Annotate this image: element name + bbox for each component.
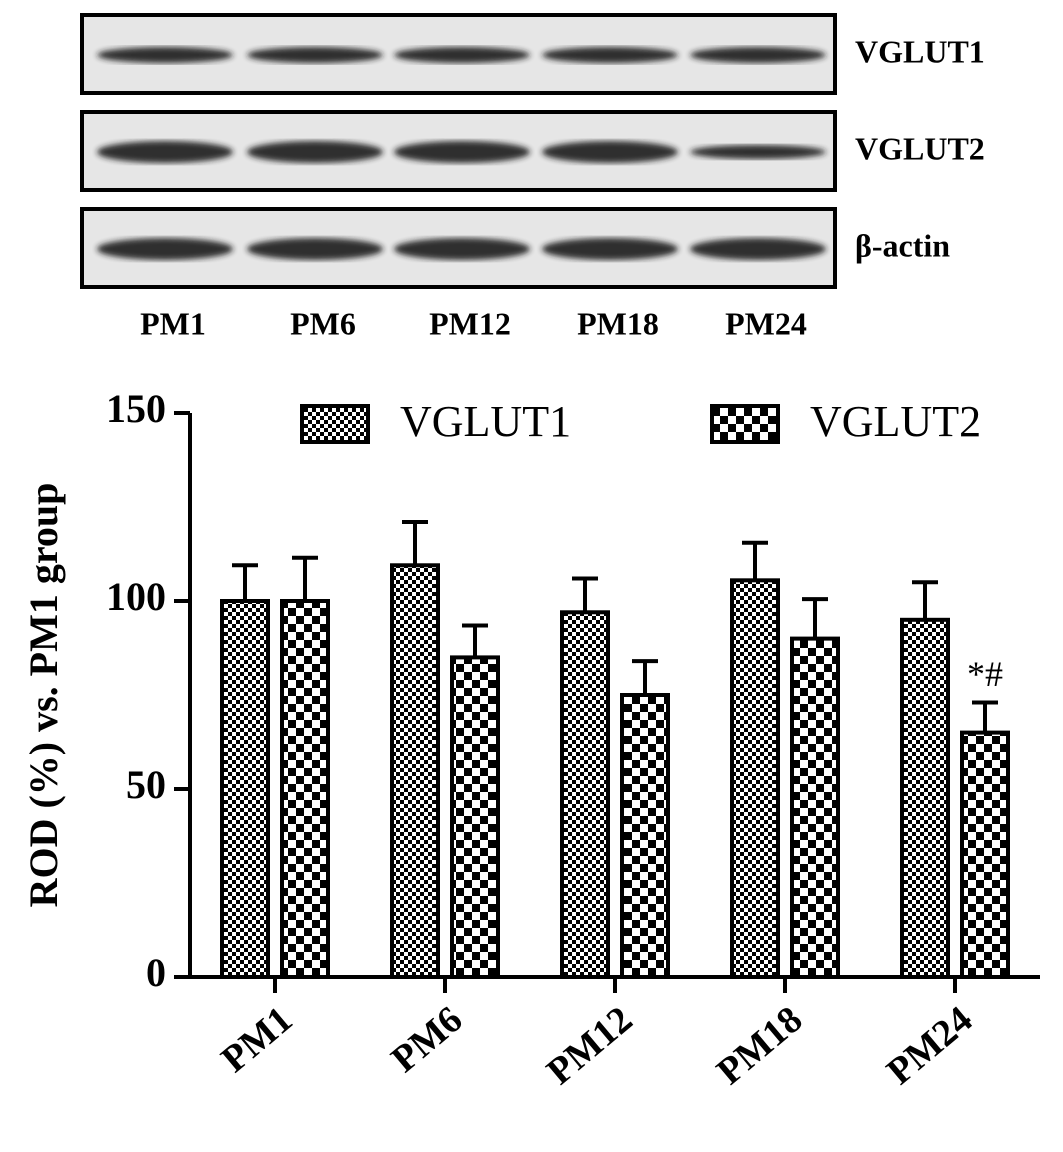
bar-chart: 0 50 100 150 ROD (%) vs. PM1 group PM1 PM6 PM12… xyxy=(21,386,1040,1093)
blot-band xyxy=(542,47,678,63)
y-tick-label: 100 xyxy=(106,574,166,619)
blot-band xyxy=(690,238,826,260)
blot-band xyxy=(247,47,383,63)
legend-label: VGLUT1 xyxy=(400,397,571,446)
blot-band xyxy=(97,238,233,260)
bar xyxy=(220,599,270,979)
bar xyxy=(900,617,950,979)
blot-lane-label: PM24 xyxy=(725,305,807,341)
blot-band xyxy=(247,238,383,260)
x-tick-label: PM24 xyxy=(879,998,980,1093)
significance-annotation: *# xyxy=(967,654,1003,694)
blot-lane-label: PM6 xyxy=(290,305,356,341)
bar xyxy=(560,610,610,980)
bar xyxy=(450,655,500,980)
y-tick-label: 150 xyxy=(106,386,166,431)
x-tick-label: PM1 xyxy=(214,998,301,1080)
y-tick-label: 50 xyxy=(126,762,166,807)
blot-row-label: β-actin xyxy=(855,227,950,263)
bar xyxy=(790,636,840,979)
blot-band xyxy=(690,145,826,159)
legend-label: VGLUT2 xyxy=(810,397,981,446)
blot-band xyxy=(542,238,678,260)
blot-band xyxy=(247,141,383,163)
y-axis-label: ROD (%) vs. PM1 group xyxy=(21,483,66,908)
blot-band xyxy=(690,47,826,63)
blot-band xyxy=(542,141,678,163)
blot-band xyxy=(97,141,233,163)
blot-band xyxy=(394,47,530,63)
blot-lane-label: PM1 xyxy=(140,305,206,341)
blot-lane-label: PM12 xyxy=(429,305,511,341)
bar xyxy=(960,730,1010,979)
legend-swatch xyxy=(300,404,370,444)
blot-band xyxy=(394,141,530,163)
blot-lane-label: PM18 xyxy=(577,305,659,341)
western-blot: VGLUT1 VGLUT2 β-actin PM1 PM6 PM12 PM18 PM24 xyxy=(80,13,985,341)
bar xyxy=(390,563,440,980)
blot-row-label: VGLUT2 xyxy=(855,130,985,166)
y-tick-label: 0 xyxy=(146,950,166,995)
bar xyxy=(620,693,670,979)
x-tick-label: PM18 xyxy=(709,998,810,1093)
bar xyxy=(280,599,330,979)
bar xyxy=(730,578,780,979)
blot-row-label: VGLUT1 xyxy=(855,33,985,69)
legend-swatch xyxy=(710,404,780,444)
x-tick-label: PM6 xyxy=(384,998,471,1080)
x-tick-label: PM12 xyxy=(539,998,640,1093)
blot-band xyxy=(97,47,233,63)
blot-band xyxy=(394,238,530,260)
